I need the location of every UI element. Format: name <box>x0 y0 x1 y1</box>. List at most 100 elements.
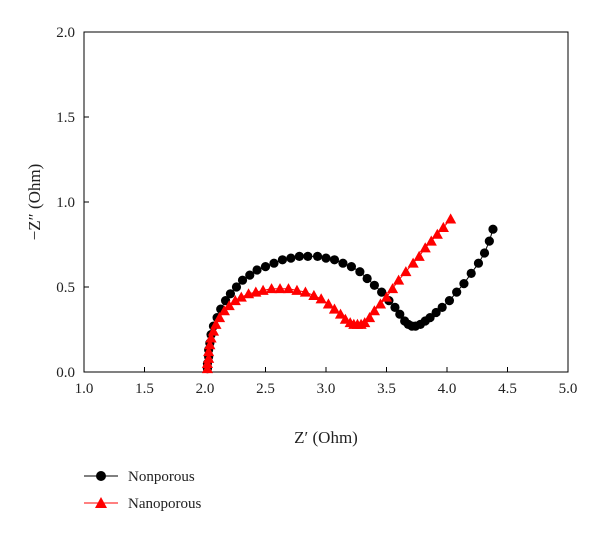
x-tick-label: 4.5 <box>498 381 517 397</box>
data-point-nonporous <box>466 268 476 278</box>
y-tick-label: 0.5 <box>56 280 75 296</box>
data-point-nanoporous <box>380 291 393 302</box>
data-point-nonporous <box>286 253 296 263</box>
data-point-nonporous <box>294 251 304 261</box>
series-line-nanoporous <box>206 218 451 369</box>
data-point-nanoporous <box>218 305 230 316</box>
x-tick-label: 4.0 <box>438 381 457 397</box>
data-point-nanoporous <box>363 312 376 323</box>
data-point-nanoporous <box>328 303 341 314</box>
y-axis: 0.0 0.5 1.0 1.5 2.0 <box>56 25 89 381</box>
data-point-nanoporous <box>213 312 226 323</box>
y-tick-label: 2.0 <box>56 25 75 41</box>
data-point-nonporous <box>269 258 279 268</box>
legend-item-nanoporous: Nanoporous <box>84 496 201 512</box>
data-point-nonporous <box>452 287 462 297</box>
y-axis-title: −Z″ (Ohm) <box>25 164 44 241</box>
data-point-nonporous <box>355 267 365 277</box>
data-point-nonporous <box>437 302 447 312</box>
legend-marker-nonporous <box>96 471 106 481</box>
data-point-nanoporous <box>203 352 215 363</box>
data-point-nonporous <box>444 296 455 306</box>
data-point-nanoporous <box>205 332 217 343</box>
x-tick-label: 2.0 <box>196 381 215 397</box>
data-point-nanoporous <box>368 305 380 316</box>
data-point-nonporous <box>237 275 248 285</box>
x-tick-label: 3.5 <box>377 381 396 397</box>
data-point-nanoporous <box>431 228 443 239</box>
data-point-nanoporous <box>274 283 286 294</box>
legend-label-nanoporous: Nanoporous <box>128 496 201 512</box>
data-point-nonporous <box>245 270 255 280</box>
x-axis-title: Z′ (Ohm) <box>294 428 358 447</box>
data-point-nanoporous <box>334 308 347 319</box>
data-point-nonporous <box>479 248 490 258</box>
data-point-nanoporous <box>299 286 312 297</box>
data-point-nanoporous <box>201 363 214 374</box>
data-point-nonporous <box>390 302 400 312</box>
data-point-nonporous <box>329 255 340 265</box>
data-point-nanoporous <box>419 242 431 253</box>
data-point-nanoporous <box>315 293 327 304</box>
data-point-nanoporous <box>223 300 235 311</box>
data-point-nanoporous <box>201 357 214 368</box>
data-point-nonporous <box>377 287 387 297</box>
data-point-nonporous <box>312 251 323 261</box>
data-point-nanoporous <box>393 274 405 285</box>
data-point-nonporous <box>303 251 313 261</box>
data-point-nonporous <box>252 265 262 275</box>
data-point-nonporous <box>338 258 348 268</box>
data-point-nonporous <box>362 273 372 284</box>
data-point-nanoporous <box>413 250 425 261</box>
data-point-nonporous <box>488 224 498 234</box>
data-point-nonporous <box>459 279 469 289</box>
data-point-nanoporous <box>425 235 437 246</box>
data-point-nanoporous <box>322 298 335 309</box>
data-point-nonporous <box>395 309 405 319</box>
x-tick-label: 1.5 <box>135 381 154 397</box>
data-point-nanoporous <box>235 291 247 302</box>
series-nonporous <box>202 224 498 374</box>
y-tick-label: 0.0 <box>56 365 75 381</box>
data-point-nanoporous <box>265 283 278 294</box>
data-point-nanoporous <box>386 283 399 294</box>
data-point-nonporous <box>431 307 441 318</box>
legend-marker-nanoporous <box>95 497 107 508</box>
data-point-nonporous <box>231 282 242 292</box>
series-layer <box>201 213 498 374</box>
data-point-nanoporous <box>210 318 222 329</box>
data-point-nanoporous <box>203 346 215 357</box>
data-point-nonporous <box>473 258 484 268</box>
data-point-nonporous <box>260 262 271 272</box>
data-point-nanoporous <box>257 284 269 295</box>
data-point-nanoporous <box>407 257 419 268</box>
legend-label-nonporous: Nonporous <box>128 469 195 485</box>
y-tick-label: 1.5 <box>56 110 75 126</box>
x-tick-label: 1.0 <box>75 381 94 397</box>
x-tick-label: 2.5 <box>256 381 275 397</box>
x-tick-label: 3.0 <box>317 381 336 397</box>
series-nanoporous <box>201 213 457 374</box>
plot-frame <box>83 31 569 373</box>
data-point-nanoporous <box>445 213 457 224</box>
data-point-nonporous <box>484 236 494 246</box>
data-point-nonporous <box>225 289 236 299</box>
data-point-nanoporous <box>374 298 387 309</box>
data-point-nanoporous <box>400 266 412 277</box>
legend-item-nonporous: Nonporous <box>84 469 195 485</box>
y-tick-label: 1.0 <box>56 195 75 211</box>
x-tick-label: 5.0 <box>559 381 578 397</box>
data-point-nanoporous <box>204 339 216 350</box>
data-point-nonporous <box>277 255 288 265</box>
data-point-nonporous <box>425 313 435 323</box>
data-point-nonporous <box>321 253 331 263</box>
data-point-nanoporous <box>291 284 303 295</box>
data-point-nanoporous <box>359 317 371 328</box>
data-point-nanoporous <box>229 295 241 306</box>
data-point-nonporous <box>346 262 357 272</box>
data-point-nanoporous <box>282 283 295 294</box>
data-point-nonporous <box>369 280 379 290</box>
data-point-nanoporous <box>308 289 320 300</box>
data-point-nanoporous <box>207 325 220 336</box>
